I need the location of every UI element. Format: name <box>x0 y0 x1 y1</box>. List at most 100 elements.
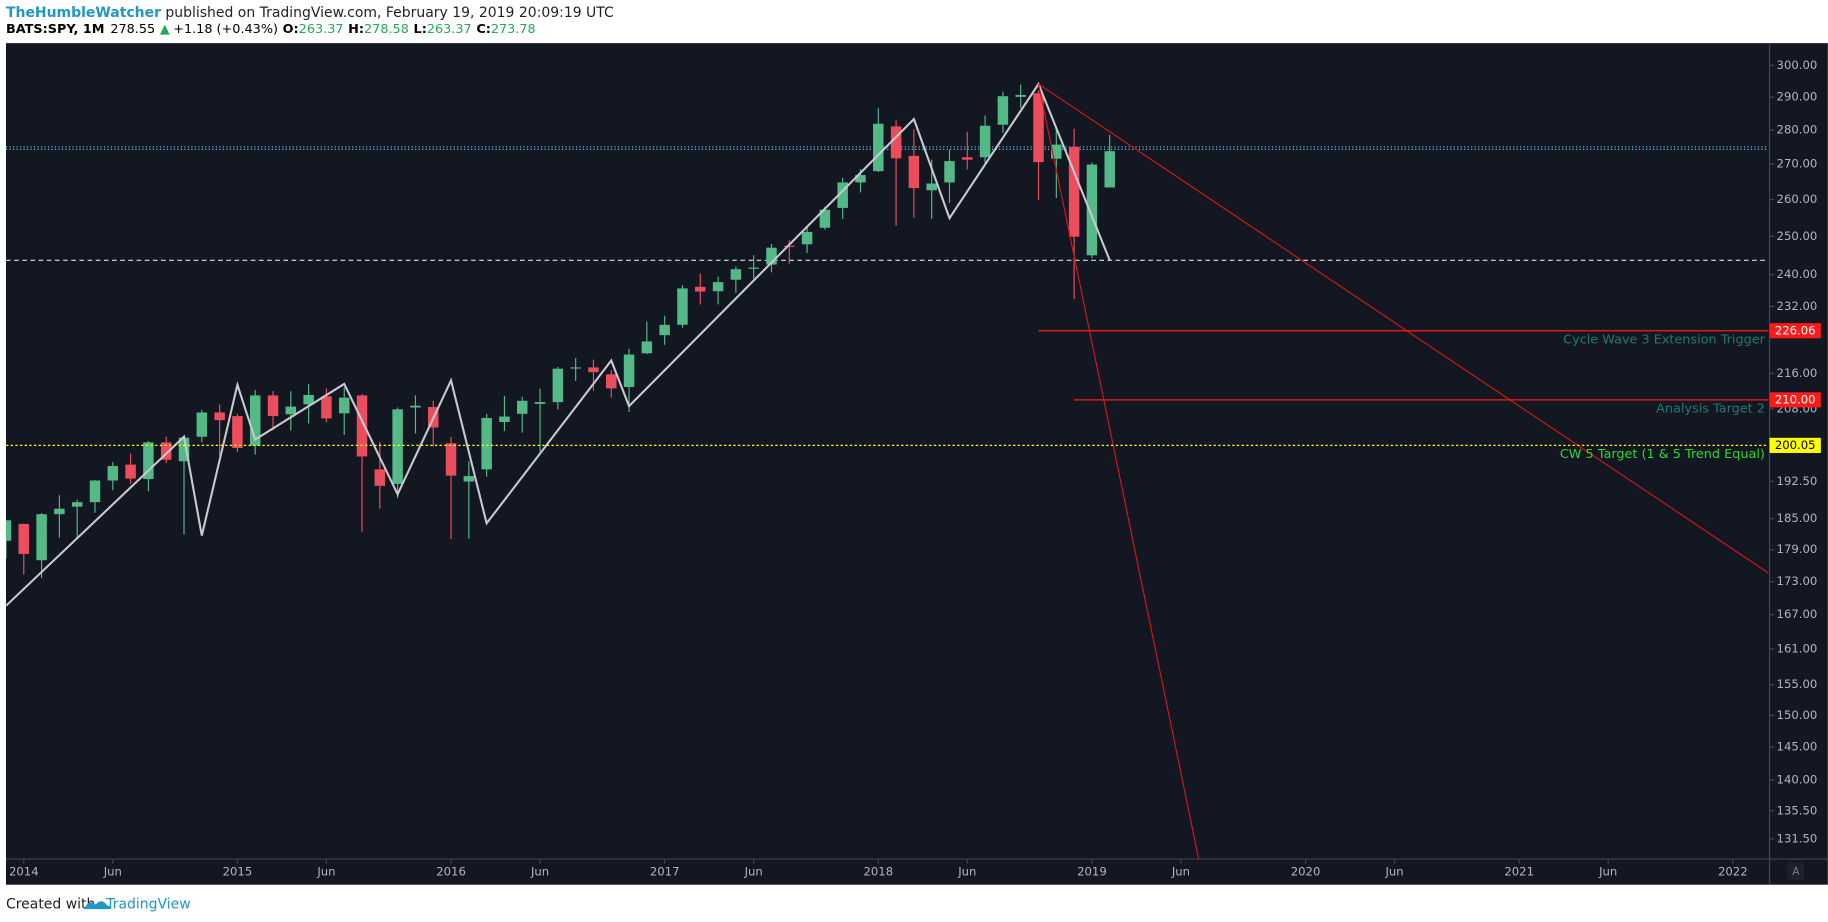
y-tick-label: 150.00 <box>1777 708 1818 722</box>
y-tick-label: 216.00 <box>1777 366 1818 380</box>
y-tick-label: 290.00 <box>1777 90 1818 104</box>
level-text: CW 5 Target (1 & 5 Trend Equal) <box>1560 447 1765 462</box>
symbol: BATS:SPY, 1M <box>6 22 105 37</box>
level-price-box <box>1769 392 1821 408</box>
y-tick-label: 155.00 <box>1777 677 1818 691</box>
candle-body <box>303 394 314 405</box>
trend-line <box>1038 83 1769 574</box>
y-tick-label: 270.00 <box>1777 157 1818 171</box>
auto-scale-label[interactable]: A <box>1792 866 1800 878</box>
candle-body <box>1104 151 1115 188</box>
trend-line <box>1037 83 1200 860</box>
candle-body <box>1051 144 1062 159</box>
candle-body <box>944 161 955 183</box>
candle-body <box>232 416 243 448</box>
low-label: L: <box>414 22 427 37</box>
candle-body <box>71 502 83 507</box>
candle-body <box>659 324 670 336</box>
x-tick-label: 2016 <box>436 864 466 878</box>
candle-body <box>570 367 581 369</box>
candle-body <box>321 396 332 419</box>
candle-body <box>36 514 47 561</box>
candle-body <box>499 416 510 423</box>
y-tick-label: 131.50 <box>1777 831 1818 845</box>
candle-body <box>819 209 831 228</box>
x-tick-label: Jun <box>1598 864 1617 878</box>
x-tick-label: 2021 <box>1504 864 1534 878</box>
y-tick-label: 173.00 <box>1777 574 1818 588</box>
created-with: Created with <box>6 897 95 913</box>
y-tick-label: 161.00 <box>1777 642 1818 656</box>
x-tick-label: 2014 <box>9 864 39 878</box>
open-label: O: <box>283 22 299 37</box>
candle-body <box>392 409 403 484</box>
high-label: H: <box>348 22 364 37</box>
candle-body <box>1086 164 1098 256</box>
close-label: C: <box>476 22 491 37</box>
symbol-line: BATS:SPY, 1M 278.55 ▲ +1.18 (+0.43%) O:263.3… <box>6 22 536 37</box>
author[interactable]: TheHumbleWatcher <box>6 5 161 21</box>
candle-body <box>107 466 119 481</box>
candle-body <box>979 125 991 158</box>
candle-body <box>730 269 742 280</box>
arrow: ▲ <box>160 22 170 37</box>
candle-body <box>143 442 154 480</box>
candle-body <box>552 368 564 403</box>
candle-body <box>855 175 866 183</box>
y-tick-label: 179.00 <box>1777 542 1818 556</box>
candle-body <box>5 520 12 541</box>
candle-body <box>1068 146 1080 237</box>
level-price-label: 210.00 <box>1775 392 1816 406</box>
y-tick-label: 250.00 <box>1777 229 1818 243</box>
candle-body <box>623 354 635 388</box>
x-tick-label: Jun <box>744 864 763 878</box>
y-tick-label: 300.00 <box>1777 58 1818 72</box>
level-price-label: 200.05 <box>1775 438 1816 452</box>
low-value: 263.37 <box>427 22 472 37</box>
level-price-box <box>1769 437 1821 453</box>
y-tick-label: 140.00 <box>1777 773 1818 787</box>
x-tick-label: 2017 <box>650 864 680 878</box>
candle-body <box>748 267 759 269</box>
y-tick-label: 232.00 <box>1777 299 1818 313</box>
candle-body <box>588 367 599 373</box>
high-value: 278.58 <box>364 22 409 37</box>
candle-body <box>214 412 225 421</box>
auto-scale-button[interactable] <box>1787 862 1805 881</box>
tradingview-link[interactable]: TradingView <box>105 897 190 913</box>
candle-body <box>890 126 902 159</box>
candle-body <box>125 464 136 479</box>
tradingview-logo[interactable] <box>84 901 112 910</box>
x-tick-label: 2019 <box>1077 864 1107 878</box>
y-tick-label: 192.50 <box>1777 474 1818 488</box>
y-tick-label: 135.50 <box>1777 803 1818 817</box>
candle-body <box>801 231 813 245</box>
candle-body <box>410 405 421 408</box>
y-tick-label: 260.00 <box>1777 192 1818 206</box>
level-price-label: 226.06 <box>1775 323 1816 337</box>
candle-body <box>1033 93 1044 163</box>
x-tick-label: Jun <box>1384 864 1403 878</box>
candle-body <box>997 96 1009 125</box>
candle-body <box>926 183 937 191</box>
candle-body <box>606 374 617 389</box>
candle-body <box>285 406 297 415</box>
candle-body <box>962 157 973 160</box>
close-value: 273.78 <box>491 22 536 37</box>
candle-body <box>249 395 261 446</box>
candle-body <box>356 395 368 457</box>
y-tick-label: 145.00 <box>1777 740 1818 754</box>
candle-body <box>267 395 279 417</box>
candle-body <box>445 443 457 476</box>
publish-line: TheHumbleWatcher published on TradingVie… <box>6 5 614 21</box>
candle-body <box>374 469 386 486</box>
open-value: 263.37 <box>299 22 344 37</box>
x-tick-label: Jun <box>316 864 335 878</box>
x-tick-label: Jun <box>103 864 122 878</box>
candle-body <box>338 397 350 414</box>
y-tick-label: 240.00 <box>1777 267 1818 281</box>
x-tick-label: 2015 <box>223 864 253 878</box>
candle-body <box>837 182 848 208</box>
